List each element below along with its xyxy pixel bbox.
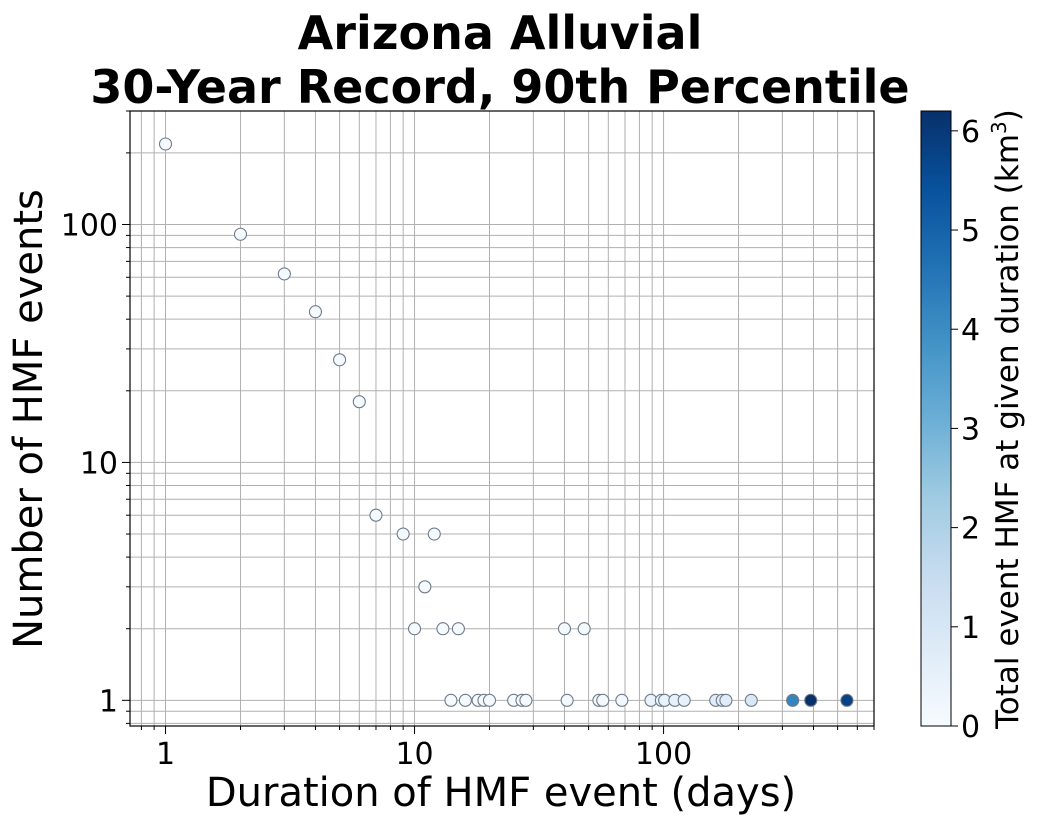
data-point <box>804 693 818 707</box>
data-point <box>744 693 758 707</box>
data-point <box>352 395 366 409</box>
data-point <box>158 137 173 151</box>
data-point <box>418 580 432 594</box>
x-axis-label: Duration of HMF event (days) <box>206 770 796 816</box>
y-tick-label: 1 <box>99 684 118 719</box>
data-point <box>451 622 465 636</box>
colorbar-tick-label: 2 <box>961 512 980 547</box>
colorbar-tick-label: 0 <box>961 710 980 745</box>
x-tick-label: 100 <box>635 737 692 772</box>
colorbar-ticks: 0 1 2 3 4 5 6 <box>951 115 980 745</box>
colorbar-label-sup: 3 <box>987 121 1011 134</box>
data-point <box>482 693 497 707</box>
scatter-points <box>158 137 854 707</box>
colorbar-tick-label: 6 <box>961 115 980 150</box>
data-point <box>560 693 574 707</box>
y-axis-label: Number of HMF events <box>6 189 52 649</box>
data-point <box>233 227 248 241</box>
y-axis-ticks: 1 10 100 <box>61 110 130 724</box>
data-point <box>396 527 410 541</box>
data-point <box>840 693 854 707</box>
data-point <box>786 693 800 707</box>
data-point <box>407 622 422 636</box>
data-point <box>577 622 591 636</box>
x-tick-label: 1 <box>156 737 175 772</box>
data-point <box>458 693 472 707</box>
x-tick-label: 10 <box>395 737 433 772</box>
colorbar-label: Total event HMF at given duration (km3) <box>987 109 1026 730</box>
colorbar-tick-label: 1 <box>961 611 980 646</box>
data-point <box>519 693 533 707</box>
data-point <box>369 508 383 522</box>
data-point <box>277 267 291 281</box>
data-point <box>436 622 450 636</box>
colorbar <box>920 110 952 727</box>
colorbar-label-close: ) <box>990 109 1026 121</box>
data-point <box>308 305 322 319</box>
colorbar-tick-label: 5 <box>961 214 980 249</box>
y-tick-label: 10 <box>80 446 118 481</box>
x-axis-ticks: 1 10 100 <box>140 726 875 772</box>
data-point <box>444 693 458 707</box>
data-point <box>427 527 441 541</box>
colorbar-tick-label: 3 <box>961 412 980 447</box>
data-point <box>615 693 629 707</box>
data-point <box>719 693 733 707</box>
data-point <box>596 693 610 707</box>
data-point <box>333 353 347 367</box>
chart-title-line2: 30-Year Record, 90th Percentile <box>90 60 909 114</box>
plot-grid <box>130 110 875 726</box>
data-point <box>557 622 572 636</box>
y-tick-label: 100 <box>61 209 118 244</box>
data-point <box>677 693 691 707</box>
chart-title-line1: Arizona Alluvial <box>298 6 703 60</box>
plot-frame <box>129 110 875 727</box>
colorbar-label-main: Total event HMF at given duration (km <box>990 134 1026 730</box>
colorbar-tick-label: 4 <box>961 313 980 348</box>
